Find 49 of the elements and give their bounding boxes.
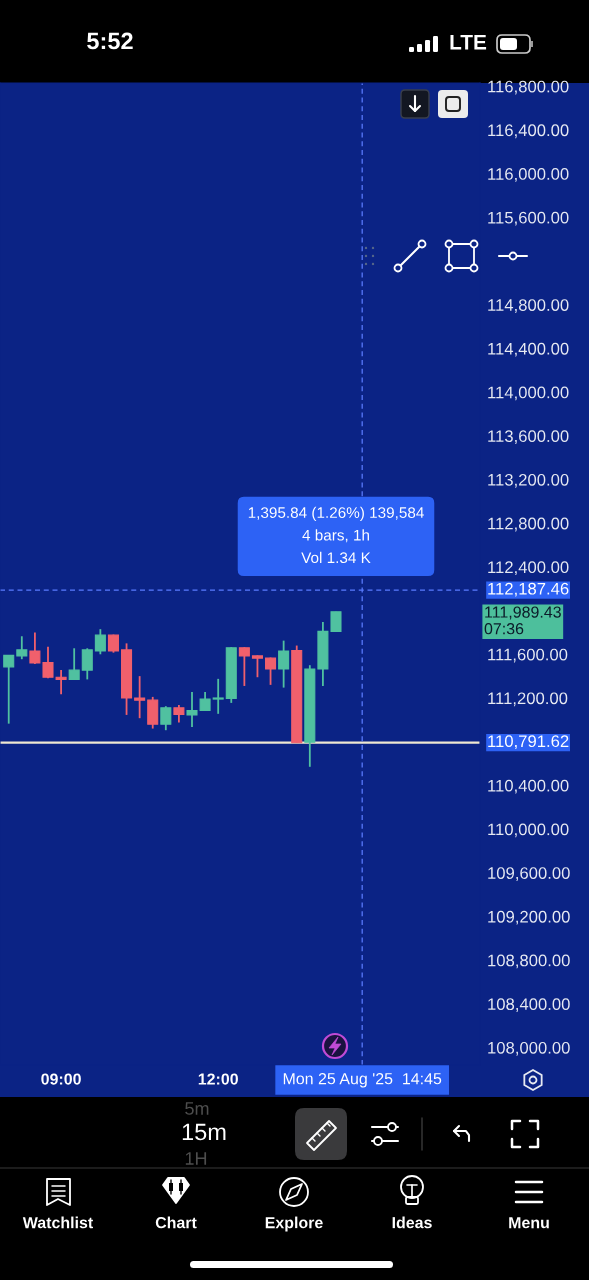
- candlestick: [81, 647, 93, 681]
- y-tick-label: 111,200.00: [488, 692, 568, 707]
- annotation: 1,395.84 (1.26%) 139,584 4 bars, 1h Vol 1.34 K: [248, 506, 424, 564]
- candlestick: [212, 677, 224, 715]
- text: LTE: [450, 35, 487, 50]
- y-tick-label: 114,000.00: [488, 386, 569, 401]
- y-tick-label: 109,600.00: [488, 867, 570, 881]
- x-tick-label: 12:00: [198, 1073, 238, 1085]
- y-tick-label: 116,400.00: [488, 124, 569, 139]
- candlestick: [265, 656, 277, 686]
- x-tick-label: 09:00: [41, 1073, 81, 1085]
- y-tick-label: 112,800.00: [488, 517, 569, 532]
- y-tick-label: 116,800.00: [488, 80, 569, 95]
- y-tick-label: 108,800.00: [488, 954, 570, 969]
- y-tick-label: 110,000.00: [488, 823, 569, 838]
- y-tick-label: 116,000.00: [488, 168, 569, 182]
- candlestick: [3, 654, 15, 725]
- y-tick-label: 111,600.00: [488, 648, 568, 663]
- y-tick-label: 114,400.00: [488, 342, 569, 357]
- y-tick-label: 112,400.00: [488, 561, 569, 576]
- candlestick: [94, 628, 106, 656]
- candlestick: [134, 675, 146, 720]
- candlestick: [68, 647, 80, 681]
- y-tick-label: 108,000.00: [488, 1041, 570, 1056]
- y-tick-label: 114,800.00: [488, 299, 569, 313]
- y-tick-label: 113,200.00: [488, 473, 569, 488]
- candlestick: [238, 646, 250, 687]
- text: 15m: [182, 1123, 226, 1141]
- y-tick-label: 109,200.00: [488, 910, 570, 925]
- candlestick: [160, 705, 172, 732]
- text: Chart: [155, 1216, 197, 1229]
- text: Menu: [509, 1217, 549, 1229]
- y-tick-label: 113,600.00: [488, 430, 569, 444]
- candlestick: [278, 639, 290, 689]
- text: Watchlist: [22, 1216, 93, 1229]
- text: Ideas: [392, 1216, 432, 1229]
- ref-line-label: Mon 25 Aug '25 14:45: [283, 1072, 442, 1088]
- candlestick: [16, 635, 28, 661]
- text: Explore: [265, 1216, 323, 1232]
- candlestick: [251, 654, 263, 679]
- text: 1H: [185, 1152, 207, 1165]
- y-tick-label: 110,400.00: [488, 779, 569, 794]
- text: 5m: [185, 1102, 209, 1115]
- ref-line-label: 112,187.46: [488, 582, 569, 597]
- text: 111,989.43 07:36: [484, 606, 561, 635]
- y-tick-label: 108,400.00: [488, 998, 570, 1012]
- text: 5:52: [87, 32, 133, 50]
- ref-line-label: 110,791.62: [488, 735, 569, 750]
- y-tick-label: 115,600.00: [488, 211, 569, 226]
